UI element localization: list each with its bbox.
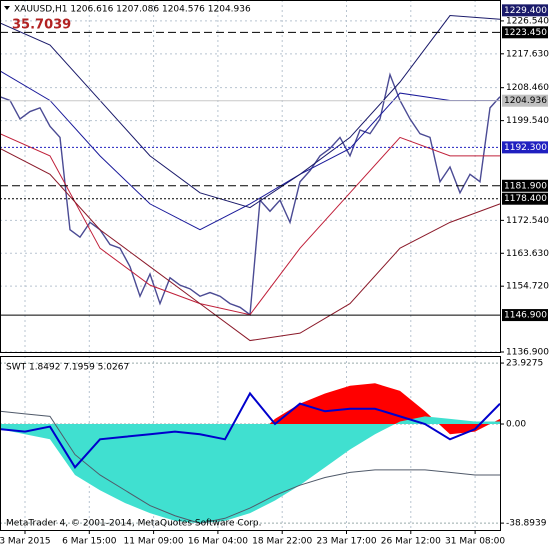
x-tick-label: 31 Mar 08:00	[445, 537, 505, 547]
main-frame	[0, 0, 501, 353]
level-label: 1229.400	[504, 6, 547, 16]
level-box	[502, 141, 548, 154]
y-tick-label: 1172.540	[506, 216, 549, 226]
level-box	[502, 4, 548, 17]
y-tick-label: 1217.630	[506, 49, 549, 59]
y-tick-label: 1163.630	[506, 249, 549, 259]
title-arrow	[4, 6, 10, 10]
y-tick-label: 0.00	[506, 420, 526, 430]
value-annotation: 35.7039	[12, 18, 71, 33]
y-tick-label: 1154.720	[506, 282, 549, 292]
price-line	[0, 148, 501, 342]
price-line	[0, 14, 501, 209]
level-box	[502, 26, 548, 39]
y-tick-label: 23.9275	[506, 359, 543, 369]
x-tick-label: 11 Mar 09:00	[124, 537, 184, 547]
indicator-line	[0, 410, 500, 524]
copyright: MetaTrader 4, © 2001-2014, MetaQuotes So…	[6, 519, 262, 529]
level-box	[502, 179, 548, 192]
level-box	[502, 309, 548, 322]
x-tick-label: 6 Mar 15:00	[62, 537, 117, 547]
indicator-frame	[0, 356, 501, 531]
x-tick-label: 23 Mar 17:00	[316, 537, 376, 547]
level-label: 1181.900	[504, 181, 547, 191]
x-tick-label: 16 Mar 04:00	[188, 537, 248, 547]
chart-title: XAUUSD,H1 1206.616 1207.086 1204.576 120…	[14, 5, 251, 15]
y-tick-label: 1136.900	[506, 348, 549, 358]
y-tick-label: 1226.540	[506, 16, 549, 26]
level-label: 1146.900	[504, 311, 547, 321]
indicator-line	[0, 391, 501, 469]
x-tick-label: 3 Mar 2015	[0, 537, 51, 547]
y-tick-label: 1208.460	[506, 83, 549, 93]
level-box	[502, 94, 548, 107]
level-label: 1223.450	[504, 28, 547, 38]
indicator-title: SWT 1.8492 7.1959 5.0267	[6, 363, 129, 373]
level-label: 1192.300	[504, 143, 547, 153]
level-label: 1204.936	[504, 96, 547, 106]
indicator-area	[0, 416, 500, 524]
x-tick-label: 18 Mar 22:00	[252, 537, 312, 547]
level-label: 1178.400	[504, 194, 547, 204]
x-tick-label: 26 Mar 12:00	[381, 537, 441, 547]
level-box	[502, 192, 548, 205]
y-tick-label: 1199.540	[506, 116, 549, 126]
y-tick-label: -38.8939	[506, 519, 547, 529]
price-line	[0, 70, 500, 231]
